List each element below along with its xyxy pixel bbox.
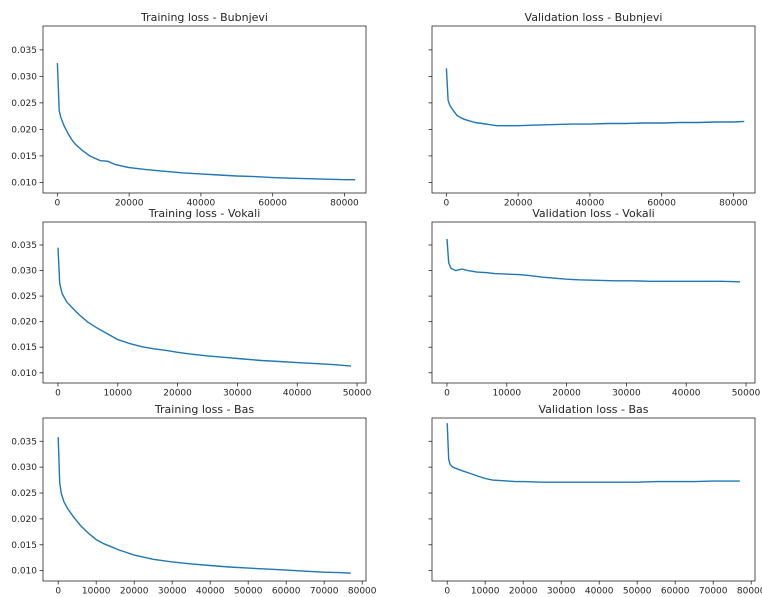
loss-series-line (446, 423, 740, 483)
x-tick-label: 0 (54, 199, 60, 209)
x-tick-label: 30000 (547, 587, 576, 597)
y-tick-label: 0.035 (11, 241, 37, 251)
chart-title: Training loss - Vokali (148, 207, 261, 220)
x-tick-label: 40000 (672, 389, 701, 399)
y-tick-label: 0.035 (11, 437, 37, 447)
chart-title: Training loss - Bas (154, 403, 254, 416)
x-tick-label: 60000 (647, 199, 676, 209)
x-tick-label: 80000 (330, 199, 359, 209)
y-tick-label: 0.020 (11, 318, 37, 328)
panel-validation-loss-vokali: Validation loss - Vokali 0 10000 20000 3000… (428, 207, 761, 399)
x-tick-label: 30000 (158, 587, 187, 597)
y-tick-label: 0.025 (11, 99, 37, 109)
axes-frame (431, 25, 756, 194)
x-tick-label: 0 (444, 587, 450, 597)
x-tick-label: 20000 (115, 199, 144, 209)
x-tick-label: 0 (444, 389, 450, 399)
x-tick-label: 10000 (103, 389, 132, 399)
chart-title: Validation loss - Bas (538, 403, 648, 416)
chart-title: Training loss - Bubnjevi (140, 11, 268, 24)
x-tick-label: 20000 (504, 199, 533, 209)
y-tick-label: 0.030 (11, 72, 37, 82)
y-tick-label: 0.025 (11, 292, 37, 302)
x-tick-label: 60000 (272, 587, 301, 597)
axes-frame (42, 25, 367, 194)
x-tick-label: 70000 (699, 587, 728, 597)
x-tick-label: 40000 (283, 389, 312, 399)
chart-title: Validation loss - Vokali (532, 207, 654, 220)
x-tick-label: 80000 (348, 587, 377, 597)
y-tick-label: 0.020 (11, 515, 37, 525)
y-tick-label: 0.010 (11, 369, 37, 379)
x-tick-label: 30000 (612, 389, 641, 399)
x-tick-label: 50000 (234, 587, 263, 597)
y-tick-label: 0.015 (11, 541, 37, 551)
loss-series-line (57, 247, 352, 367)
y-tick-label: 0.020 (11, 125, 37, 135)
x-tick-label: 20000 (509, 587, 538, 597)
panel-training-loss-bas: Training loss - Bas 0 10000 20000 30000 4000… (11, 403, 377, 597)
chart-title: Validation loss - Bubnjevi (525, 11, 663, 24)
x-tick-label: 80000 (719, 199, 748, 209)
x-tick-label: 10000 (82, 587, 111, 597)
x-tick-label: 60000 (258, 199, 287, 209)
loss-series-line (56, 63, 356, 181)
panel-validation-loss-bubnjevi: Validation loss - Bubnjevi 0 20000 40000 60… (428, 11, 756, 209)
y-tick-label: 0.015 (11, 152, 37, 162)
panel-training-loss-vokali: Training loss - Vokali 0 10000 20000 30000 4… (11, 207, 371, 399)
x-tick-label: 70000 (310, 587, 339, 597)
axes-frame (431, 417, 756, 582)
x-tick-label: 0 (443, 199, 449, 209)
axes-frame (42, 221, 367, 384)
x-tick-label: 40000 (196, 587, 225, 597)
x-tick-label: 40000 (187, 199, 216, 209)
loss-series-line (57, 437, 351, 574)
axes-frame (42, 417, 367, 582)
y-tick-label: 0.010 (11, 567, 37, 577)
x-tick-label: 50000 (732, 389, 761, 399)
x-tick-label: 0 (55, 587, 61, 597)
axes-frame (431, 221, 756, 384)
x-tick-label: 10000 (471, 587, 500, 597)
x-tick-label: 20000 (552, 389, 581, 399)
loss-series-line (446, 238, 741, 283)
x-tick-label: 50000 (343, 389, 372, 399)
panel-training-loss-bubnjevi: Training loss - Bubnjevi 0 20000 40000 6000… (11, 11, 367, 209)
x-tick-label: 20000 (163, 389, 192, 399)
x-tick-label: 60000 (661, 587, 690, 597)
x-tick-label: 0 (55, 389, 61, 399)
x-tick-label: 40000 (576, 199, 605, 209)
y-tick-label: 0.010 (11, 178, 37, 188)
y-tick-label: 0.030 (11, 463, 37, 473)
x-tick-label: 80000 (737, 587, 762, 597)
y-tick-label: 0.035 (11, 46, 37, 56)
x-tick-label: 10000 (492, 389, 521, 399)
x-tick-label: 20000 (120, 587, 149, 597)
loss-series-line (445, 68, 745, 127)
y-tick-label: 0.030 (11, 267, 37, 277)
x-tick-label: 40000 (585, 587, 614, 597)
x-tick-label: 30000 (223, 389, 252, 399)
y-tick-label: 0.025 (11, 489, 37, 499)
panel-validation-loss-bas: Validation loss - Bas 0 10000 20000 30000 40… (428, 403, 762, 597)
x-tick-label: 50000 (623, 587, 652, 597)
y-tick-label: 0.015 (11, 343, 37, 353)
